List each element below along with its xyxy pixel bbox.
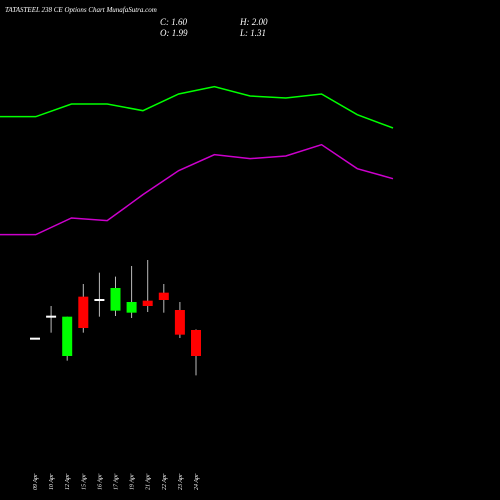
x-tick-label: 19 Apr [130, 473, 136, 490]
candle-body [191, 330, 201, 356]
x-tick-label: 15 Apr [81, 473, 87, 490]
candle-body [46, 315, 57, 318]
x-tick-label: 21 Apr [146, 473, 152, 490]
chart-title: TATASTEEL 238 CE Options Chart MunafaSut… [5, 6, 157, 14]
header-close: C: 1.60 [160, 17, 188, 27]
candle-body [174, 310, 185, 335]
candle-body [126, 302, 137, 313]
header-low: L: 1.31 [239, 28, 266, 38]
x-tick-label: 09 Apr [33, 473, 39, 490]
x-tick-label: 24 Apr [193, 473, 200, 490]
x-tick-label: 10 Apr [49, 473, 55, 490]
candle-body [142, 300, 153, 306]
indicator-line [0, 85, 394, 129]
x-tick-label: 12 Apr [65, 473, 71, 490]
candle-body [30, 337, 40, 340]
candle-body [62, 316, 73, 356]
x-tick-label: 16 Apr [97, 473, 103, 490]
candle-body [158, 292, 169, 300]
header-open: O: 1.99 [160, 28, 188, 38]
x-tick-label: 23 Apr [178, 473, 184, 490]
candle-body [78, 296, 89, 328]
x-tick-label: 22 Apr [162, 473, 168, 490]
indicator-line [0, 143, 394, 236]
header-high: H: 2.00 [239, 17, 268, 27]
candle-body [110, 288, 121, 311]
x-tick-label: 17 Apr [114, 473, 120, 490]
candle-body [94, 299, 105, 301]
